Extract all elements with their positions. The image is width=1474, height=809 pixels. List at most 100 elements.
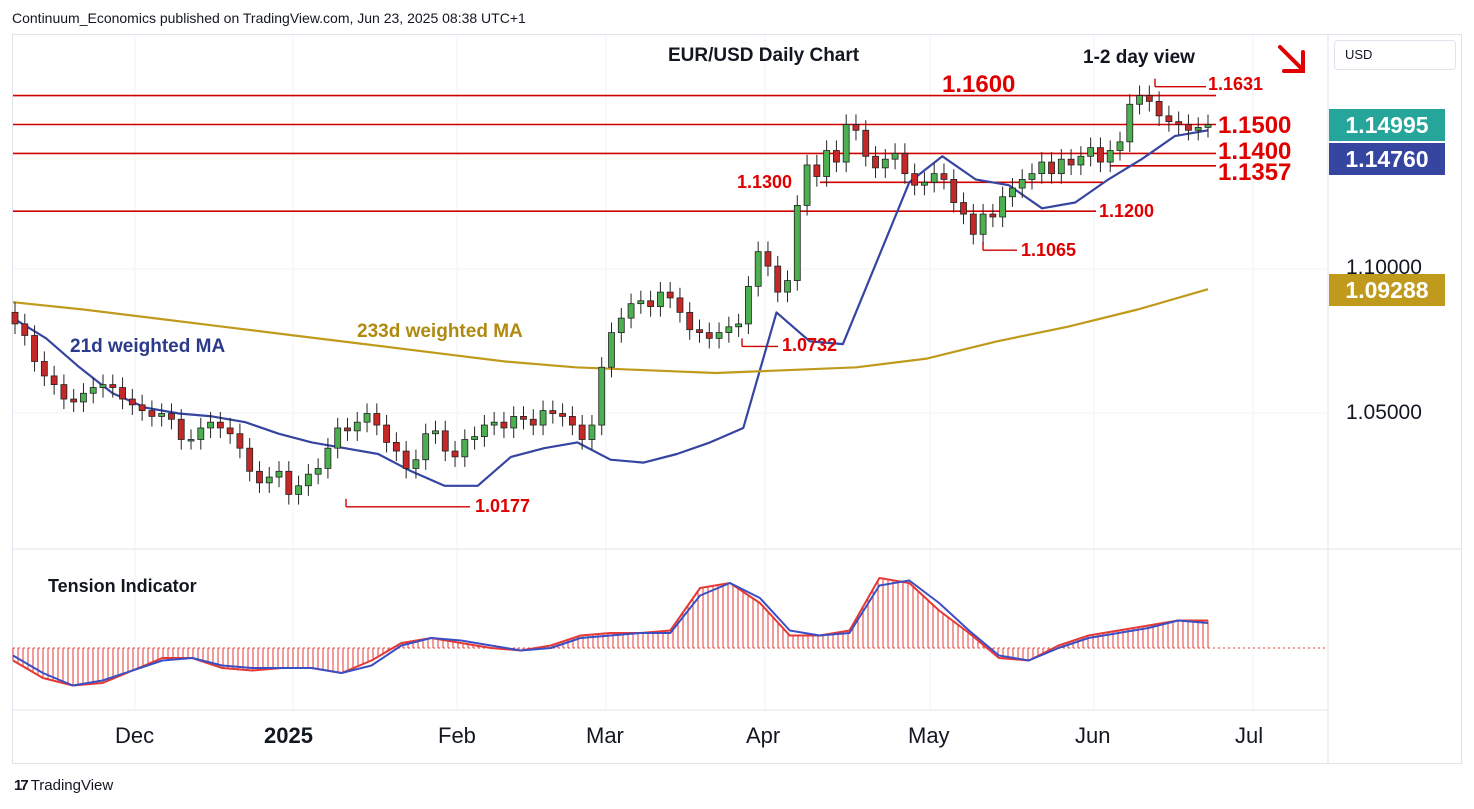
- candle-up: [656, 291, 664, 307]
- candle-down: [344, 427, 351, 432]
- ma233-price-tag: 1.09288: [1329, 274, 1445, 306]
- candle: [40, 351, 48, 387]
- candle: [891, 143, 899, 170]
- candle: [608, 322, 615, 378]
- candle-up: [1087, 147, 1095, 157]
- annotation-1.0732: 1.0732: [782, 335, 837, 355]
- annotation-1.0177: 1.0177: [475, 496, 530, 516]
- level-label-1.1200: 1.1200: [1099, 201, 1154, 221]
- candle: [676, 287, 684, 323]
- candle: [1057, 149, 1065, 184]
- candle: [285, 461, 293, 505]
- candle-up: [158, 413, 166, 417]
- candle: [881, 149, 889, 178]
- candle: [1126, 94, 1134, 152]
- candle-down: [862, 129, 870, 157]
- candle: [696, 319, 703, 343]
- candle-up: [1038, 161, 1046, 175]
- candle: [911, 163, 919, 196]
- candle: [1155, 91, 1163, 126]
- candles-layer: [11, 85, 1212, 505]
- candle: [1116, 131, 1124, 161]
- candle: [999, 186, 1007, 228]
- candle-up: [89, 387, 97, 394]
- candle: [852, 114, 860, 141]
- candle-up: [1018, 179, 1026, 189]
- candle-down: [696, 329, 703, 333]
- candle-up: [784, 280, 791, 293]
- candle-up: [480, 424, 488, 438]
- candle: [764, 241, 772, 277]
- candle-up: [324, 447, 332, 469]
- tradingview-logo-icon: 17: [14, 777, 29, 794]
- candle: [11, 302, 19, 335]
- candle: [921, 172, 928, 196]
- candle: [207, 412, 214, 439]
- candle: [1018, 169, 1026, 199]
- level-label-1.1300: 1.1300: [737, 172, 792, 192]
- candle-down: [31, 335, 38, 362]
- candle: [432, 420, 439, 444]
- candle: [666, 282, 674, 309]
- candle: [187, 429, 195, 450]
- candle-down: [705, 332, 713, 339]
- candle: [1087, 137, 1095, 167]
- candle-up: [715, 332, 723, 339]
- candle-up: [1136, 95, 1143, 105]
- candle: [451, 440, 459, 467]
- tradingview-footer[interactable]: 17 TradingView: [14, 777, 113, 794]
- candle-down: [950, 179, 958, 203]
- candle-down: [383, 424, 390, 443]
- currency-selector[interactable]: USD: [1334, 40, 1456, 70]
- price-tick-1.10000: 1.10000: [1346, 256, 1422, 279]
- candle-up: [823, 150, 831, 177]
- x-tick-feb: Feb: [438, 723, 476, 748]
- candle-up: [598, 366, 606, 426]
- price-tick-1.05000: 1.05000: [1346, 401, 1422, 424]
- candle-up: [627, 303, 635, 319]
- candle: [1067, 149, 1075, 176]
- candle-down: [500, 421, 508, 429]
- candle-down: [1185, 124, 1192, 131]
- candle: [148, 400, 156, 427]
- candle-down: [520, 415, 527, 420]
- candle: [784, 270, 791, 303]
- x-tick-jul: Jul: [1235, 723, 1263, 748]
- candle: [402, 440, 410, 479]
- candle-up: [1194, 126, 1202, 131]
- candle-down: [60, 384, 68, 400]
- x-tick-dec: Dec: [115, 723, 154, 748]
- candle-up: [1009, 187, 1016, 198]
- candle: [138, 394, 146, 421]
- candle: [549, 400, 557, 424]
- candle: [60, 374, 68, 410]
- candle-up: [275, 470, 283, 478]
- candle: [598, 357, 606, 436]
- candle: [539, 400, 547, 436]
- candle-up: [422, 433, 430, 461]
- chart-title: EUR/USD Daily Chart: [668, 45, 860, 66]
- candle-up: [735, 323, 743, 328]
- candle-up: [490, 421, 498, 426]
- candle: [226, 417, 234, 444]
- candle: [1194, 117, 1202, 141]
- candle-up: [432, 430, 439, 435]
- candle: [500, 412, 508, 439]
- candle-down: [960, 202, 967, 215]
- candle: [461, 429, 469, 467]
- candle-up: [725, 326, 733, 333]
- candle-up: [891, 152, 899, 160]
- candle-down: [1155, 100, 1163, 117]
- candle: [1097, 137, 1104, 173]
- ma233-label: 233d weighted MA: [357, 321, 523, 342]
- candle-up: [187, 439, 195, 442]
- candle: [510, 406, 518, 439]
- candle: [578, 414, 586, 450]
- candle: [295, 475, 302, 505]
- candle-down: [128, 398, 136, 406]
- candle-up: [314, 468, 322, 475]
- candle-up: [1106, 150, 1114, 163]
- candle: [745, 276, 752, 335]
- candle: [930, 163, 938, 193]
